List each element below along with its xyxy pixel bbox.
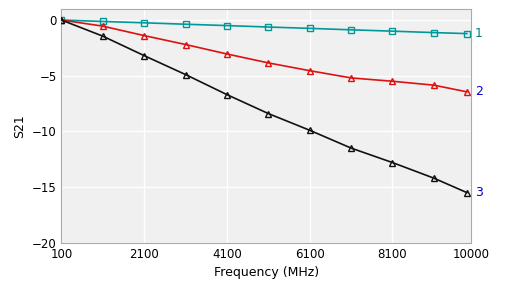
Text: 3: 3 bbox=[475, 186, 483, 199]
Text: 2: 2 bbox=[475, 85, 483, 98]
X-axis label: Frequency (MHz): Frequency (MHz) bbox=[214, 266, 319, 279]
Y-axis label: S21: S21 bbox=[13, 114, 26, 138]
Text: 1: 1 bbox=[475, 27, 483, 40]
